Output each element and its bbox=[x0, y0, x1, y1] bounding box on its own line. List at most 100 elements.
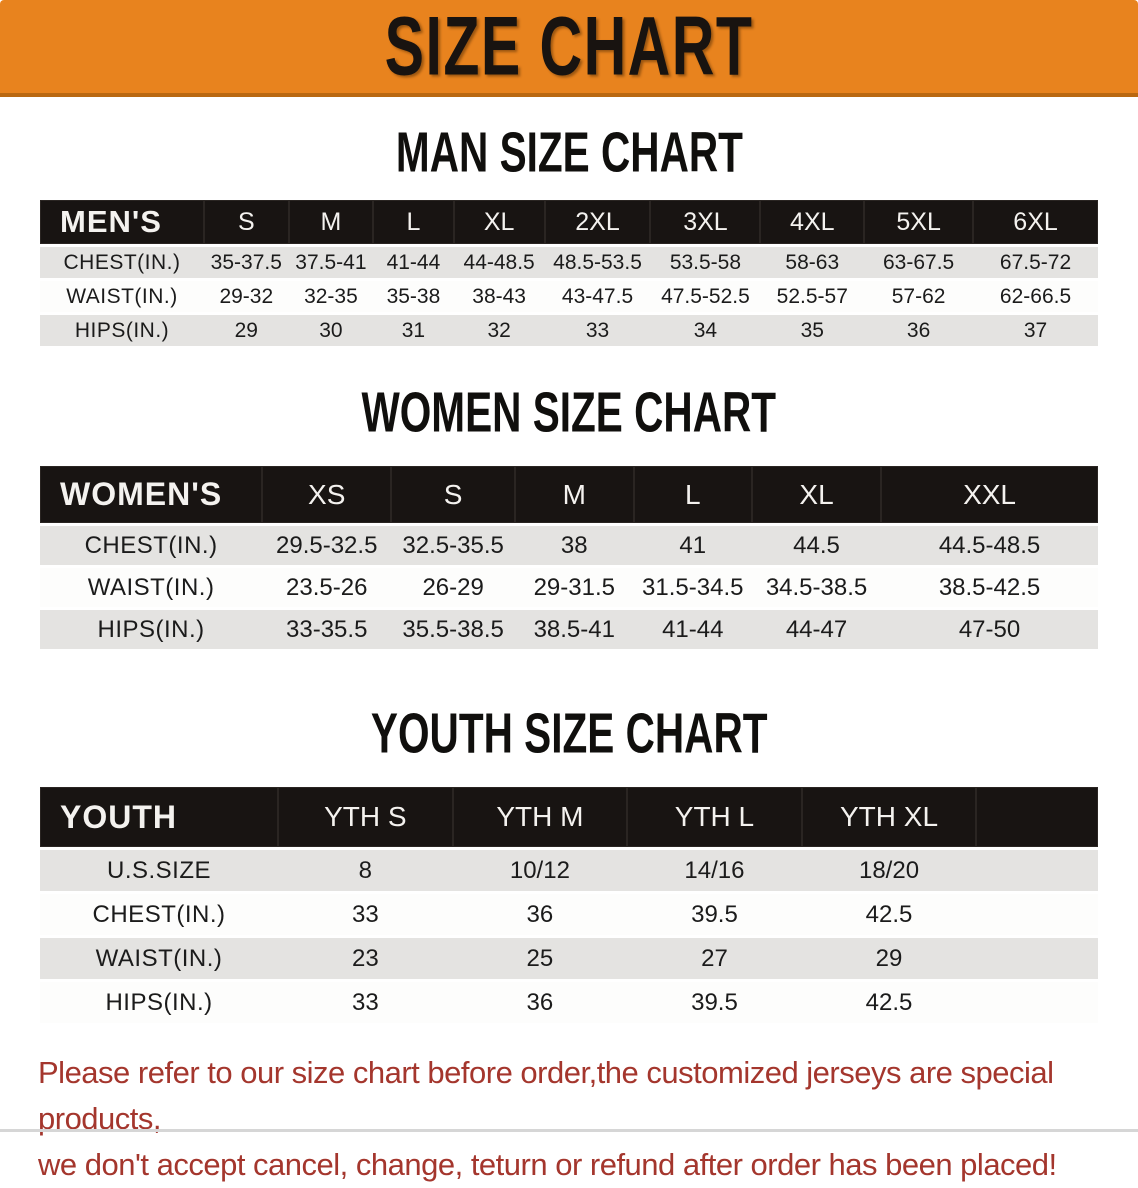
value-cell: 62-66.5 bbox=[973, 281, 1098, 312]
value-cell: 14/16 bbox=[627, 850, 802, 891]
value-cell: 44-47 bbox=[752, 610, 882, 649]
value-cell: 32.5-35.5 bbox=[391, 526, 516, 565]
value-cell: 35.5-38.5 bbox=[391, 610, 516, 649]
men-size-col: L bbox=[373, 200, 454, 244]
women-size-col: XXL bbox=[881, 466, 1098, 523]
value-cell: 44-48.5 bbox=[453, 247, 545, 278]
value-cell: 33 bbox=[278, 982, 453, 1023]
value-cell: 52.5-57 bbox=[760, 281, 865, 312]
women-size-col: L bbox=[633, 466, 752, 523]
value-cell: 42.5 bbox=[801, 894, 977, 935]
men-header-row: MEN'S S M L XL 2XL 3XL 4XL 5XL 6XL bbox=[40, 200, 1098, 244]
value-cell: 31.5-34.5 bbox=[633, 568, 752, 607]
value-cell: 37 bbox=[973, 315, 1098, 346]
value-cell: 32 bbox=[453, 315, 545, 346]
value-cell: 47.5-52.5 bbox=[650, 281, 761, 312]
value-cell: 33-35.5 bbox=[262, 610, 392, 649]
value-cell: 34.5-38.5 bbox=[752, 568, 882, 607]
value-cell: 47-50 bbox=[881, 610, 1098, 649]
youth-group-label: YOUTH bbox=[40, 787, 279, 847]
table-row: CHEST(IN.) 29.5-32.5 32.5-35.5 38 41 44.… bbox=[40, 526, 1098, 565]
value-cell: 38-43 bbox=[453, 281, 545, 312]
table-row: U.S.SIZE 8 10/12 14/16 18/20 bbox=[40, 850, 1098, 891]
banner-title: SIZE CHART bbox=[384, 0, 754, 93]
men-size-col: 5XL bbox=[864, 200, 974, 244]
value-cell: 27 bbox=[627, 938, 802, 979]
value-cell: 67.5-72 bbox=[973, 247, 1098, 278]
value-cell: 43-47.5 bbox=[544, 281, 651, 312]
row-label: HIPS(IN.) bbox=[40, 610, 263, 649]
spacer-cell bbox=[976, 850, 1098, 891]
value-cell: 34 bbox=[650, 315, 761, 346]
disclaimer-line-1: Please refer to our size chart before or… bbox=[38, 1055, 1054, 1136]
row-label: CHEST(IN.) bbox=[40, 247, 204, 278]
value-cell: 29-31.5 bbox=[515, 568, 634, 607]
row-label: WAIST(IN.) bbox=[40, 281, 204, 312]
value-cell: 29.5-32.5 bbox=[262, 526, 392, 565]
women-size-col: XS bbox=[262, 466, 392, 523]
man-size-chart-heading: MAN SIZE CHART bbox=[0, 121, 1138, 185]
row-label: CHEST(IN.) bbox=[40, 894, 279, 935]
men-size-col: M bbox=[288, 200, 374, 244]
men-size-col: S bbox=[203, 200, 289, 244]
spacer-cell bbox=[976, 938, 1098, 979]
women-size-col: M bbox=[515, 466, 634, 523]
youth-header-row: YOUTH YTH S YTH M YTH L YTH XL bbox=[40, 787, 1098, 847]
youth-size-col: YTH S bbox=[278, 787, 453, 847]
value-cell: 32-35 bbox=[288, 281, 374, 312]
value-cell: 36 bbox=[864, 315, 974, 346]
youth-size-col: YTH M bbox=[452, 787, 628, 847]
man-size-chart-heading-text: MAN SIZE CHART bbox=[395, 121, 743, 185]
men-size-col: 3XL bbox=[650, 200, 761, 244]
value-cell: 48.5-53.5 bbox=[544, 247, 651, 278]
value-cell: 57-62 bbox=[864, 281, 974, 312]
value-cell: 26-29 bbox=[391, 568, 516, 607]
value-cell: 53.5-58 bbox=[650, 247, 761, 278]
men-group-label: MEN'S bbox=[40, 200, 204, 244]
value-cell: 41 bbox=[633, 526, 752, 565]
women-header-row: WOMEN'S XS S M L XL XXL bbox=[40, 466, 1098, 523]
value-cell: 58-63 bbox=[760, 247, 865, 278]
value-cell: 41-44 bbox=[633, 610, 752, 649]
value-cell: 18/20 bbox=[801, 850, 977, 891]
value-cell: 37.5-41 bbox=[288, 247, 374, 278]
table-row: HIPS(IN.) 29 30 31 32 33 34 35 36 37 bbox=[40, 315, 1098, 346]
value-cell: 38.5-41 bbox=[515, 610, 634, 649]
disclaimer-line-2: we don't accept cancel, change, teturn o… bbox=[38, 1147, 1057, 1182]
row-label: HIPS(IN.) bbox=[40, 982, 279, 1023]
youth-size-chart-heading: YOUTH SIZE CHART bbox=[0, 703, 1138, 766]
value-cell: 42.5 bbox=[801, 982, 977, 1023]
value-cell: 31 bbox=[373, 315, 454, 346]
youth-size-table: YOUTH YTH S YTH M YTH L YTH XL U.S.SIZE … bbox=[40, 784, 1098, 1026]
value-cell: 63-67.5 bbox=[864, 247, 974, 278]
men-size-table: MEN'S S M L XL 2XL 3XL 4XL 5XL 6XL CHEST… bbox=[40, 197, 1098, 349]
bottom-divider bbox=[0, 1129, 1138, 1132]
table-row: HIPS(IN.) 33 36 39.5 42.5 bbox=[40, 982, 1098, 1023]
spacer-cell bbox=[976, 894, 1098, 935]
women-group-label: WOMEN'S bbox=[40, 466, 263, 523]
value-cell: 41-44 bbox=[373, 247, 454, 278]
men-size-col: XL bbox=[453, 200, 545, 244]
row-label: WAIST(IN.) bbox=[40, 568, 263, 607]
value-cell: 29 bbox=[801, 938, 977, 979]
value-cell: 38 bbox=[515, 526, 634, 565]
table-row: WAIST(IN.) 29-32 32-35 35-38 38-43 43-47… bbox=[40, 281, 1098, 312]
row-label: U.S.SIZE bbox=[40, 850, 279, 891]
value-cell: 23.5-26 bbox=[262, 568, 392, 607]
row-label: CHEST(IN.) bbox=[40, 526, 263, 565]
spacer-cell bbox=[976, 982, 1098, 1023]
value-cell: 38.5-42.5 bbox=[881, 568, 1098, 607]
value-cell: 39.5 bbox=[627, 982, 802, 1023]
value-cell: 25 bbox=[452, 938, 628, 979]
women-size-chart-heading: WOMEN SIZE CHART bbox=[0, 381, 1138, 445]
row-label: WAIST(IN.) bbox=[40, 938, 279, 979]
value-cell: 36 bbox=[452, 982, 628, 1023]
women-size-col: S bbox=[391, 466, 516, 523]
value-cell: 30 bbox=[288, 315, 374, 346]
women-size-chart-heading-text: WOMEN SIZE CHART bbox=[361, 381, 777, 445]
value-cell: 35 bbox=[760, 315, 865, 346]
value-cell: 33 bbox=[544, 315, 651, 346]
table-row: WAIST(IN.) 23 25 27 29 bbox=[40, 938, 1098, 979]
value-cell: 29 bbox=[203, 315, 289, 346]
size-chart-banner: SIZE CHART bbox=[0, 0, 1138, 97]
